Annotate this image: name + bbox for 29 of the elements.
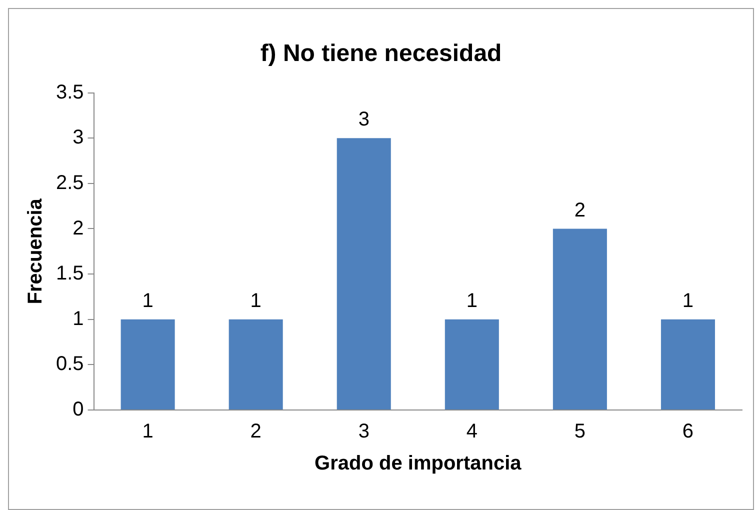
- data-label: 2: [574, 199, 586, 222]
- bar: [120, 319, 175, 410]
- x-tick-label: 5: [574, 420, 586, 443]
- data-label: 1: [250, 290, 262, 312]
- bar: [228, 319, 283, 410]
- bar: [336, 138, 391, 410]
- y-axis-title: Frecuencia: [24, 198, 47, 304]
- y-tick-label: 2.5: [56, 172, 84, 194]
- y-tick-label: 1: [72, 308, 84, 330]
- data-label: 1: [466, 290, 478, 312]
- y-tick-label: 2: [72, 217, 84, 240]
- bar: [552, 228, 607, 410]
- bar: [660, 319, 715, 410]
- x-tick-label: 2: [250, 420, 262, 443]
- y-tick-label: 3: [72, 126, 84, 149]
- x-tick-label: 4: [466, 420, 478, 443]
- data-label: 3: [358, 108, 370, 131]
- y-tick-label: 3.5: [56, 81, 84, 104]
- y-tick-label: 0.5: [56, 353, 84, 376]
- data-label: 1: [682, 290, 694, 312]
- bar: [444, 319, 499, 410]
- x-tick-label: 6: [682, 420, 694, 443]
- x-tick-label: 1: [142, 420, 154, 443]
- y-tick-label: 1.5: [56, 262, 84, 285]
- x-tick-label: 3: [358, 420, 370, 443]
- y-tick-label: 0: [72, 398, 84, 421]
- x-axis-title: Grado de importancia: [314, 452, 522, 475]
- data-label: 1: [142, 290, 154, 312]
- chart-title: f) No tiene necesidad: [260, 40, 502, 68]
